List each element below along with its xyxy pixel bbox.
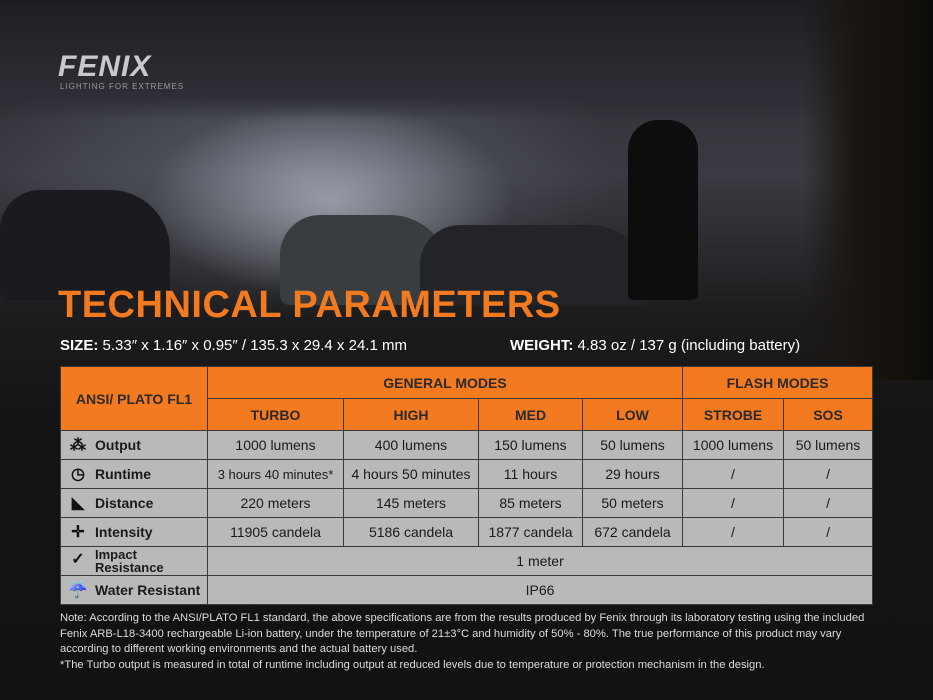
person-silhouette [628, 120, 698, 300]
table-cell: 1000 lumens [682, 430, 784, 460]
table-cell: / [782, 488, 874, 518]
table-row-intensity: ✛ Intensity 11905 candela 5186 candela 1877 … [60, 517, 874, 547]
table-cell: 400 lumens [343, 430, 479, 460]
table-cell: 85 meters [478, 488, 583, 518]
table-row-distance: ◣ Distance 220 meters 145 meters 85 meters 50… [60, 488, 874, 518]
brand-tagline: LIGHTING FOR EXTREMES [60, 82, 185, 91]
intensity-icon: ✛ [71, 524, 85, 541]
table-cell: 11905 candela [207, 517, 344, 547]
row-label: Runtime [95, 466, 151, 482]
table-row-impact: ✓ Impact Resistance 1 meter [60, 546, 874, 576]
table-cell: 29 hours [582, 459, 683, 489]
impact-icon: ✓ [71, 551, 85, 569]
table-cell: 145 meters [343, 488, 479, 518]
size-value: 5.33″ x 1.16″ x 0.95″ / 135.3 x 29.4 x 2… [102, 337, 407, 354]
mode-header-low: LOW [582, 398, 683, 431]
note-text: Note: According to the ANSI/PLATO FL1 st… [60, 612, 865, 655]
table-cell: 5186 candela [343, 517, 479, 547]
row-label: Impact [95, 547, 137, 562]
table-cell: 50 lumens [782, 430, 874, 460]
impact-value: 1 meter [206, 546, 874, 576]
table-cell: / [782, 459, 874, 489]
mode-header-sos: SOS [782, 398, 874, 431]
footnote: Note: According to the ANSI/PLATO FL1 st… [60, 611, 880, 673]
water-icon: ☔ [68, 582, 88, 599]
roof-structure [0, 0, 933, 120]
table-cell: 4 hours 50 minutes [343, 459, 479, 489]
flash-modes-header: FLASH MODES [681, 366, 874, 399]
output-icon: ⁂ [70, 437, 86, 454]
table-cell: / [682, 517, 784, 547]
row-label: Distance [95, 495, 154, 511]
table-cell: 50 meters [582, 488, 683, 518]
table-cell: 1000 lumens [207, 430, 344, 460]
general-modes-header: GENERAL MODES [207, 366, 683, 399]
table-cell: / [682, 459, 784, 489]
table-row-water: ☔ Water Resistant IP66 [60, 575, 874, 605]
table-cell: 11 hours [478, 459, 583, 489]
table-cell: 672 candela [582, 517, 683, 547]
page-title: TECHNICAL PARAMETERS [58, 284, 561, 326]
brand-logo: FENIX [58, 50, 152, 83]
weight-value: 4.83 oz / 137 g (including battery) [577, 337, 801, 354]
car-image [420, 225, 650, 305]
mode-header-med: MED [478, 398, 583, 431]
mode-header-turbo: TURBO [207, 398, 344, 431]
row-label: Resistance [95, 560, 164, 575]
standard-header: ANSI/ PLATO FL1 [60, 366, 208, 431]
mode-header-high: HIGH [343, 398, 479, 431]
row-label: Water Resistant [95, 582, 201, 598]
table-cell: 50 lumens [582, 430, 683, 460]
mode-header-strobe: STROBE [682, 398, 784, 431]
table-cell: / [782, 517, 874, 547]
water-value: IP66 [206, 575, 874, 605]
car-image-left [0, 190, 170, 300]
table-cell: 150 lumens [478, 430, 583, 460]
size-spec: SIZE: 5.33″ x 1.16″ x 0.95″ / 135.3 x 29… [60, 337, 407, 354]
row-label: Intensity [95, 524, 153, 540]
spec-table: ANSI/ PLATO FL1 GENERAL MODES FLASH MODE… [60, 366, 874, 605]
table-cell: 1877 candela [478, 517, 583, 547]
clock-icon: ◷ [71, 466, 85, 483]
table-row-runtime: ◷ Runtime 3 hours 40 minutes* 4 hours 50 mi… [60, 459, 874, 489]
beam-distance-icon: ◣ [71, 495, 85, 512]
weight-label: WEIGHT: [510, 337, 574, 354]
pillar [803, 0, 933, 380]
table-row-output: ⁂ Output 1000 lumens 400 lumens 150 lumens 50… [60, 430, 874, 460]
table-cell: 220 meters [207, 488, 344, 518]
row-label: Output [95, 437, 141, 453]
table-cell: / [682, 488, 784, 518]
weight-spec: WEIGHT: 4.83 oz / 137 g (including batte… [510, 337, 800, 354]
table-cell: 3 hours 40 minutes* [207, 459, 344, 489]
turbo-note: *The Turbo output is measured in total o… [60, 658, 765, 671]
size-label: SIZE: [60, 337, 99, 354]
